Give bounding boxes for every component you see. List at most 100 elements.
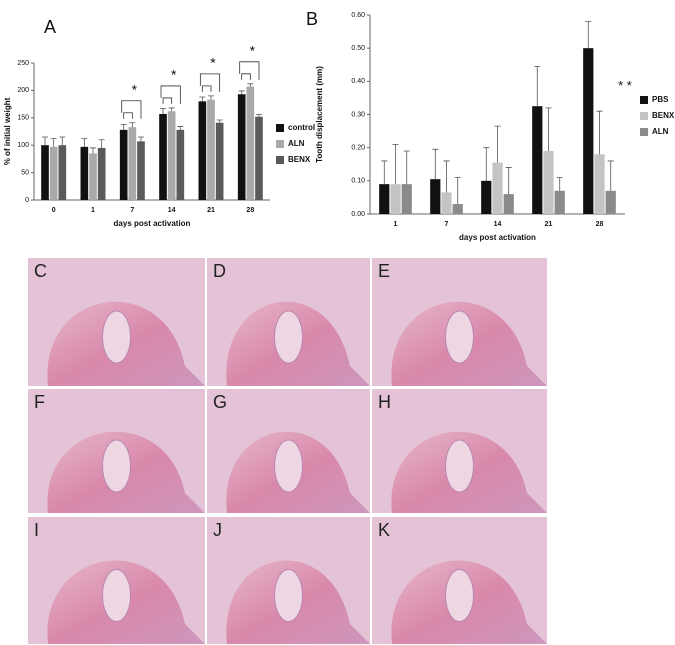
y-tick-label: 50: [21, 169, 29, 176]
bar: [215, 122, 224, 200]
bar: [594, 154, 605, 214]
legend-label: BENX: [288, 155, 311, 164]
significance-bracket: [160, 85, 181, 104]
error-bar: [596, 110, 603, 155]
micrograph: C: [28, 258, 205, 386]
error-bar: [216, 119, 223, 123]
micrograph: J: [207, 517, 370, 644]
bar: [237, 94, 246, 200]
error-bar: [585, 21, 592, 49]
significance-label: *: [250, 43, 256, 59]
bar: [481, 180, 492, 214]
micrograph: F: [28, 389, 205, 513]
bar: [246, 86, 255, 200]
y-tick-label: 0.30: [351, 111, 365, 118]
legend-swatch: [640, 112, 648, 120]
y-axis-title: Tooth displacement (mm): [315, 66, 324, 163]
significance-label: *: [210, 55, 216, 71]
error-bar: [160, 108, 167, 114]
error-bar: [255, 114, 262, 117]
pulp: [102, 569, 131, 622]
bar: [605, 190, 616, 214]
bar: [198, 101, 207, 200]
x-tick-label: 21: [545, 221, 553, 228]
significance-label: *: [171, 67, 177, 83]
bar: [379, 184, 390, 214]
bar: [583, 48, 594, 214]
micrograph: I: [28, 517, 205, 644]
significance-label: *: [132, 81, 138, 97]
significance-bracket: [121, 100, 142, 119]
legend-swatch: [276, 124, 284, 132]
error-bar: [90, 147, 96, 154]
x-axis-title: days post activation: [459, 233, 536, 242]
bar: [49, 146, 58, 200]
y-tick-label: 200: [17, 87, 29, 94]
y-tick-label: 0.20: [351, 145, 365, 152]
error-bar: [42, 136, 49, 146]
significance-bracket: [239, 61, 260, 80]
error-bar: [403, 150, 410, 185]
error-bar: [534, 66, 541, 107]
panel-label: I: [34, 520, 39, 540]
error-bar: [50, 138, 57, 147]
panel-label: E: [378, 261, 390, 281]
legend-label: control: [288, 123, 315, 132]
y-tick-label: 0: [25, 197, 29, 204]
error-bar: [168, 107, 175, 112]
error-bar: [137, 136, 144, 142]
panel-label: D: [213, 261, 226, 281]
legend-label: ALN: [288, 139, 305, 148]
x-tick-label: 1: [91, 207, 95, 214]
error-bar: [177, 126, 184, 130]
y-tick-label: 0.50: [351, 45, 365, 52]
y-tick-label: 0.10: [351, 178, 365, 185]
bar: [452, 204, 463, 214]
error-bar: [59, 136, 66, 146]
legend-swatch: [276, 140, 284, 148]
panel-label: G: [213, 392, 227, 412]
error-bar: [120, 123, 127, 130]
y-tick-label: 250: [17, 60, 29, 67]
pulp: [274, 310, 303, 364]
error-bar: [505, 167, 512, 195]
x-tick-label: 7: [445, 221, 449, 228]
significance-bracket: [199, 73, 221, 92]
bar: [390, 184, 401, 214]
bar: [492, 162, 503, 214]
error-bar: [247, 83, 254, 87]
x-tick-label: 7: [130, 207, 134, 214]
bar: [430, 179, 441, 214]
micrograph: D: [207, 258, 370, 386]
error-bar: [545, 107, 552, 151]
error-bar: [392, 143, 399, 185]
panel-label: F: [34, 392, 45, 412]
x-tick-label: 0: [52, 207, 56, 214]
bar: [119, 129, 128, 200]
y-axis-title: % of initial weight: [3, 97, 12, 165]
error-bar: [238, 90, 245, 95]
pulp: [445, 310, 474, 364]
micrograph: E: [372, 258, 547, 386]
bar: [255, 116, 263, 200]
bar: [80, 146, 89, 200]
bar: [159, 113, 167, 200]
significance-label: * *: [618, 78, 632, 93]
bar: [58, 145, 67, 200]
x-axis-title: days post activation: [114, 219, 191, 228]
bar: [41, 145, 49, 200]
legend-label: ALN: [652, 127, 669, 136]
error-bar: [381, 160, 388, 185]
pulp: [445, 569, 474, 622]
x-tick-label: 14: [494, 221, 502, 228]
y-tick-label: 0.00: [351, 211, 365, 218]
y-tick-label: 150: [17, 115, 29, 122]
x-tick-label: 28: [246, 207, 254, 214]
bar: [167, 111, 176, 200]
legend-label: BENX: [652, 111, 675, 120]
pulp: [274, 569, 303, 622]
bar: [176, 129, 185, 200]
error-bar: [208, 95, 214, 100]
pulp: [102, 310, 131, 364]
